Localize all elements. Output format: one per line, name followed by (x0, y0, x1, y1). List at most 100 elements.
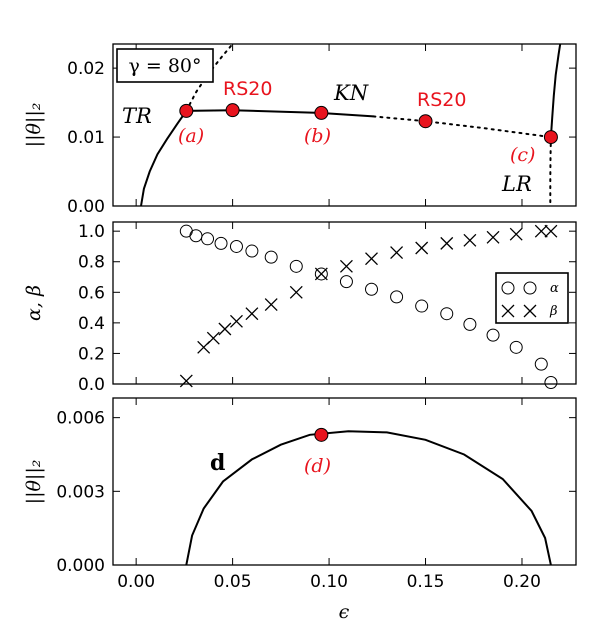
label-lr: LR (501, 172, 532, 196)
beta-point (179, 374, 193, 388)
x-tick-label: 0.05 (214, 572, 252, 592)
alpha-point (214, 236, 228, 250)
y-tick-label: 0.01 (67, 128, 105, 148)
red-marker (225, 103, 240, 118)
beta-point (289, 285, 303, 299)
y-tick-label: 0.006 (56, 409, 105, 429)
beta-point (230, 314, 243, 328)
x-axis-label: ϵ (339, 601, 350, 623)
x-tick-label: 0.00 (117, 572, 155, 592)
beta-point (218, 322, 232, 336)
alpha-point (534, 357, 548, 371)
y-tick-label: 0.02 (67, 59, 105, 79)
plot-frame (112, 43, 577, 207)
red-marker (418, 114, 433, 129)
red-marker (179, 103, 194, 118)
solid-curve (185, 430, 552, 566)
y-axis-label: α, β (23, 285, 45, 321)
gamma-label: γ = 80° (128, 55, 201, 77)
legend-alpha-label: α (550, 281, 559, 296)
alpha-point (365, 282, 379, 296)
beta-point (206, 331, 220, 345)
alpha-point (289, 259, 303, 273)
plot-frame (112, 397, 577, 566)
y-ticks: 0.00 0.01 0.02 (67, 44, 576, 217)
y-ticks: 0.000 0.003 0.006 (56, 398, 576, 576)
alpha-point (229, 239, 243, 253)
y-axis-label: ||θ||₂ (23, 460, 45, 505)
label-a: (a) (178, 125, 204, 147)
panel-middle: 0.0 0.2 0.4 0.6 0.8 1.0 α β α, β (23, 221, 577, 395)
legend: α β (495, 272, 569, 324)
panel-bottom: 0.000 0.003 0.006 0.00 0.05 0.10 0.15 0.20 d (… (23, 397, 577, 623)
alpha-point (440, 307, 454, 321)
legend-frame (495, 272, 569, 324)
alpha-point (264, 250, 278, 264)
gamma-box: γ = 80° (116, 48, 214, 83)
beta-point (365, 252, 378, 266)
y-tick-label: 0.8 (78, 253, 105, 273)
legend-beta-label: β (549, 304, 558, 319)
beta-point (339, 259, 353, 273)
beta-point (264, 298, 278, 311)
alpha-point (486, 328, 500, 342)
beta-point (486, 230, 500, 244)
beta-point (390, 246, 404, 260)
red-marker (314, 105, 329, 120)
y-tick-label: 0.6 (78, 283, 105, 303)
label-b: (b) (304, 125, 331, 147)
legend-alpha-marker (501, 281, 515, 295)
beta-point (463, 233, 477, 247)
alpha-point (179, 224, 193, 238)
dotted-curve (549, 136, 552, 207)
beta-point (509, 227, 523, 241)
markers (179, 103, 558, 145)
label-kn: KN (333, 81, 369, 105)
solid-curve (549, 43, 562, 138)
y-tick-label: 0.2 (78, 344, 105, 364)
scatter-points (179, 224, 558, 389)
red-marker (543, 130, 558, 145)
beta-point (314, 267, 328, 281)
label-c: (c) (510, 144, 535, 166)
markers (314, 427, 329, 442)
y-tick-label: 0.003 (56, 482, 105, 502)
x-tick-label: 0.10 (310, 572, 348, 592)
alpha-point (189, 229, 203, 243)
y-tick-label: 0.0 (78, 375, 105, 395)
y-tick-label: 1.0 (78, 222, 105, 242)
legend-beta-marker (501, 304, 515, 318)
label-d-bold: d (210, 450, 225, 476)
beta-point (440, 236, 454, 250)
y-axis-label: ||θ||₂ (23, 103, 45, 148)
gamma-box-frame (116, 48, 214, 83)
plot-frame (112, 221, 577, 385)
solid-curve (140, 109, 374, 207)
y-ticks: 0.0 0.2 0.4 0.6 0.8 1.0 (78, 222, 576, 395)
panel-top: 0.000.010.02 γ = 80° TR KN LR RS20 RS20 … (23, 43, 577, 217)
x-tick-label: 0.20 (503, 572, 541, 592)
alpha-point (201, 232, 215, 246)
x-ticks: 0.00 0.05 0.10 0.15 0.20 (117, 572, 541, 592)
y-tick-label: 0.4 (78, 314, 105, 334)
alpha-point (339, 275, 353, 289)
dotted-curve (372, 115, 552, 139)
alpha-point (415, 299, 429, 313)
beta-point (245, 307, 259, 321)
label-tr: TR (122, 104, 152, 128)
x-tick-label: 0.15 (407, 572, 445, 592)
beta-point (544, 224, 558, 238)
curves (185, 430, 552, 566)
beta-point (415, 241, 429, 255)
legend-alpha-marker (523, 281, 537, 295)
alpha-point (245, 244, 259, 258)
legend-beta-marker (523, 304, 537, 318)
label-d: (d) (304, 455, 331, 477)
alpha-point (509, 340, 523, 354)
alpha-point (314, 267, 328, 281)
y-tick-label: 0.000 (56, 556, 105, 576)
alpha-point (463, 317, 477, 331)
red-marker (314, 427, 329, 442)
alpha-point (390, 290, 404, 304)
